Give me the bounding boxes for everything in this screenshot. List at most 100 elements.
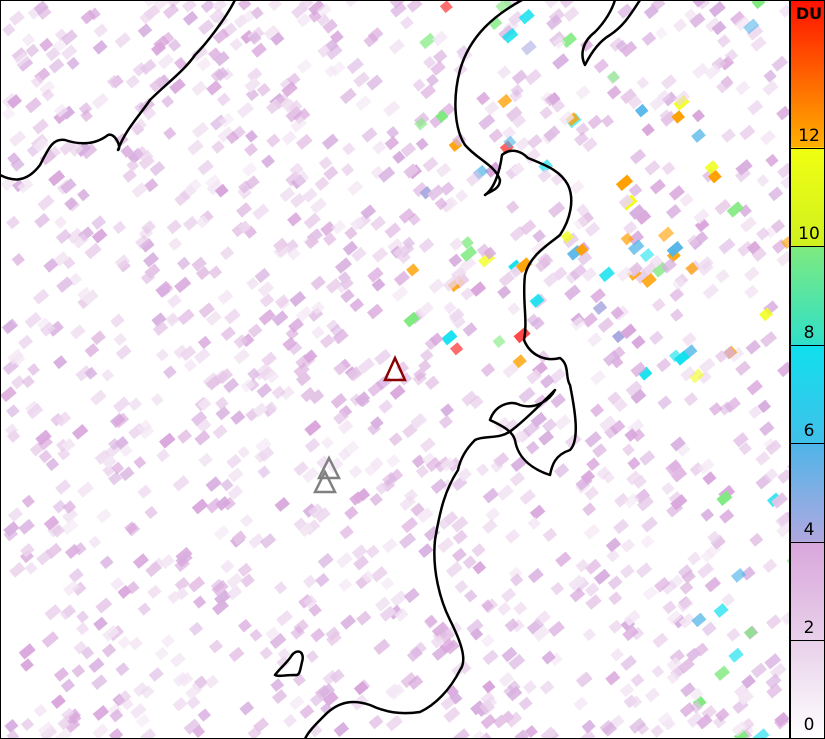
so2-pixel — [211, 598, 229, 616]
so2-pixel — [191, 80, 208, 96]
so2-pixel — [584, 486, 599, 501]
so2-pixel — [55, 479, 72, 495]
so2-pixel — [169, 78, 186, 95]
so2-pixel — [2, 23, 16, 37]
so2-pixel — [220, 559, 235, 574]
so2-pixel — [575, 671, 592, 688]
so2-pixel — [265, 626, 280, 641]
so2-pixel — [374, 348, 392, 366]
so2-pixel — [452, 728, 470, 739]
so2-pixel — [296, 58, 313, 74]
so2-pixel — [639, 450, 656, 466]
so2-pixel — [620, 40, 638, 58]
so2-pixel — [371, 247, 388, 263]
so2-pixel — [364, 460, 381, 477]
so2-pixel — [53, 355, 68, 370]
so2-pixel — [149, 76, 166, 93]
so2-pixel — [701, 621, 717, 637]
so2-pixel — [504, 528, 521, 544]
so2-pixel — [54, 28, 68, 42]
so2-pixel — [617, 3, 634, 19]
so2-pixel — [244, 77, 261, 93]
colorbar-tick — [791, 443, 825, 445]
so2-pixel — [287, 341, 303, 356]
so2-pixel — [762, 80, 779, 96]
so2-pixel — [670, 308, 684, 322]
so2-pixel — [330, 30, 344, 44]
so2-pixel — [55, 728, 73, 739]
so2-pixel — [259, 533, 277, 549]
so2-pixel — [137, 23, 153, 38]
so2-pixel — [290, 625, 305, 640]
so2-pixel — [59, 139, 77, 156]
so2-pixel — [695, 231, 709, 245]
so2-pixel — [91, 215, 107, 230]
so2-pixel — [61, 438, 76, 452]
so2-pixel — [584, 558, 602, 575]
so2-pixel — [374, 596, 391, 612]
so2-pixel — [101, 643, 117, 658]
so2-pixel — [289, 291, 306, 307]
so2-pixel — [324, 64, 338, 78]
so2-pixel — [94, 449, 111, 465]
so2-pixel — [668, 491, 684, 506]
so2-pixel — [7, 94, 23, 109]
so2-pixel — [460, 287, 475, 301]
so2-pixel — [691, 612, 707, 628]
so2-pixel — [367, 266, 384, 283]
so2-pixel — [227, 467, 244, 483]
so2-pixel — [308, 9, 322, 23]
so2-pixel — [623, 609, 641, 627]
so2-pixel — [641, 273, 657, 289]
so2-pixel — [669, 287, 684, 302]
so2-pixel — [454, 273, 470, 288]
so2-pixel — [217, 289, 234, 305]
so2-pixel — [671, 110, 685, 124]
so2-pixel — [662, 91, 678, 107]
so2-pixel — [80, 109, 93, 123]
so2-pixel — [66, 56, 80, 70]
so2-pixel — [240, 378, 256, 393]
so2-pixel — [607, 575, 623, 590]
so2-pixel — [522, 420, 541, 438]
so2-pixel — [92, 39, 108, 55]
so2-pixel — [154, 646, 169, 661]
so2-pixel — [308, 723, 323, 738]
so2-pixel — [221, 496, 236, 511]
so2-pixel — [21, 374, 35, 389]
so2-pixel — [756, 227, 770, 241]
so2-pixel — [212, 0, 228, 13]
so2-pixel — [186, 695, 201, 710]
so2-pixel — [394, 270, 411, 287]
so2-pixel — [659, 109, 673, 123]
so2-pixel — [518, 8, 535, 25]
so2-pixel — [90, 330, 106, 346]
so2-pixel — [733, 683, 750, 699]
so2-pixel — [90, 389, 107, 406]
so2-pixel — [248, 31, 262, 45]
so2-pixel — [443, 301, 457, 315]
colorbar-tick — [791, 147, 825, 149]
so2-pixel — [424, 375, 440, 391]
so2-pixel — [139, 58, 157, 76]
so2-pixel — [678, 613, 696, 629]
so2-pixel — [454, 579, 469, 594]
colorbar-tick-label: 2 — [803, 618, 815, 639]
so2-pixel — [584, 431, 602, 448]
so2-pixel — [124, 521, 138, 535]
so2-pixel — [505, 200, 520, 214]
so2-pixel — [455, 189, 469, 203]
so2-pixel — [763, 69, 777, 83]
so2-pixel — [480, 362, 496, 377]
so2-pixel — [470, 700, 486, 716]
so2-pixel — [204, 674, 220, 689]
so2-pixel — [470, 281, 487, 297]
so2-pixel — [228, 646, 245, 663]
so2-pixel — [398, 207, 416, 224]
so2-pixel — [379, 605, 397, 622]
so2-pixel — [361, 570, 375, 583]
so2-pixel — [26, 403, 44, 420]
so2-pixel — [558, 110, 575, 127]
so2-pixel — [732, 432, 749, 448]
so2-pixel — [451, 547, 467, 563]
